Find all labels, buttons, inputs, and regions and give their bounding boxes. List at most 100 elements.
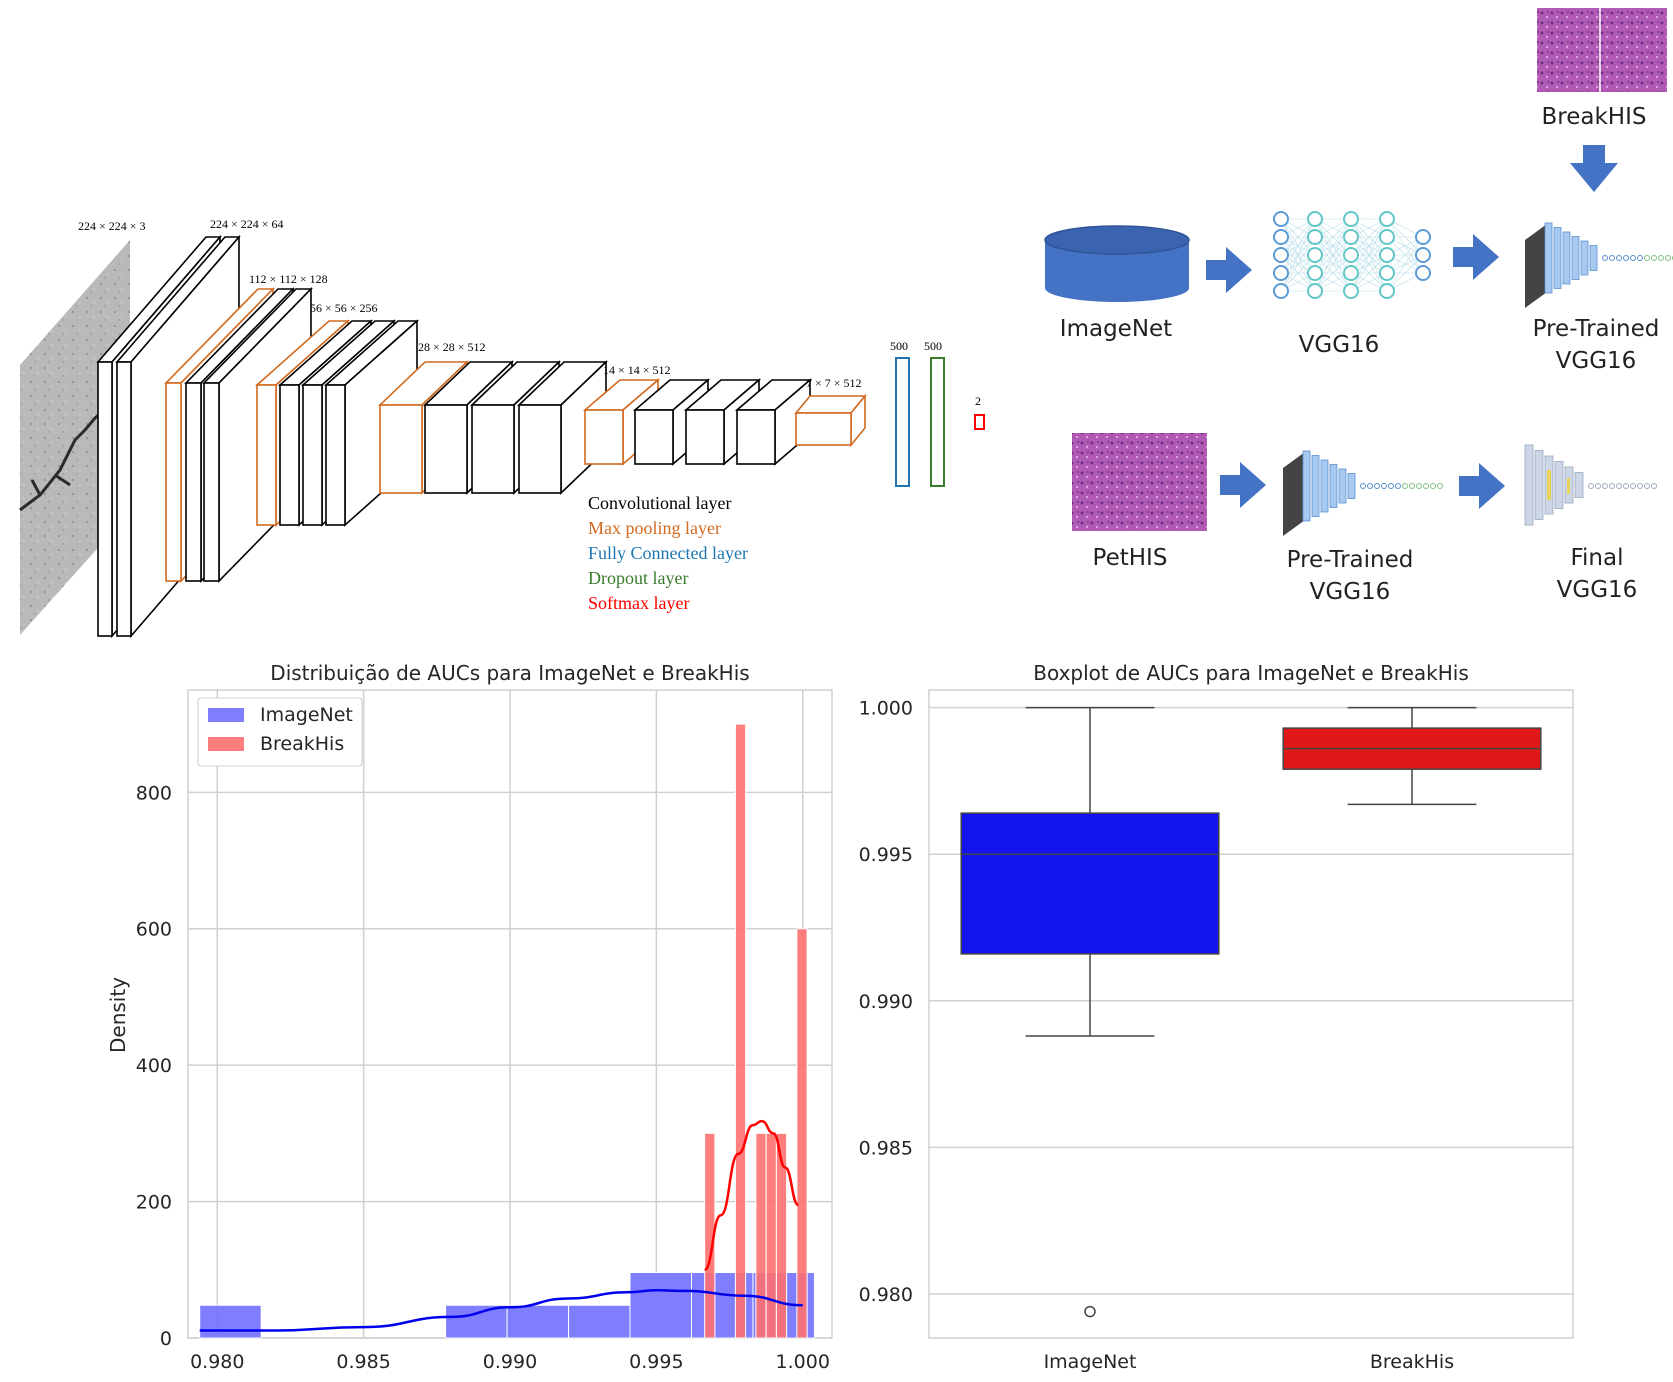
final-vgg-icon [1524,444,1657,526]
nn-node [1379,229,1395,245]
hist-ytick-label: 800 [136,782,172,804]
vgg-mini-block [1320,459,1329,513]
nn-edge [1350,254,1388,292]
layer-legend: Convolutional layer Max pooling layer Fu… [588,493,748,613]
dim-label-2: 224 × 224 × 64 [210,217,284,231]
pool-1-front [165,382,182,582]
pretrained-label-1b: VGG16 [1556,348,1637,374]
nn-edge [1314,236,1352,292]
vgg-mini-block [1553,227,1562,289]
nn-node [1343,247,1359,263]
nn-edge [1350,218,1388,292]
box-flier-imagenet [1084,1305,1096,1318]
nn-node [1379,283,1395,299]
legend-dropout: Dropout layer [588,568,688,588]
dim-label-softmax: 2 [975,394,981,408]
dim-label-1: 224 × 224 × 3 [78,219,146,233]
dim-label-6: 14 × 14 × 512 [603,363,671,377]
transfer-learning-flow: BreakHIS ImageNet VGG16 Pre-Trained VGG1… [1044,8,1673,605]
vgg-final-node [1623,483,1629,489]
vgg-mini-block [1580,240,1589,276]
box-xtick-label: BreakHis [1370,1351,1454,1373]
hist-xtick-label: 0.995 [629,1351,683,1373]
vgg-mini-node [1665,255,1671,261]
vgg-mini-node [1602,255,1608,261]
nn-node [1307,247,1323,263]
vgg-final-node [1602,483,1608,489]
nn-node [1343,211,1359,227]
hist-title: Distribuição de AUCs para ImageNet e Bre… [270,661,749,685]
softmax-layer [974,414,985,430]
nn-edge [1314,218,1352,256]
breakhis-label: BreakHIS [1542,104,1647,130]
nn-node [1273,265,1289,281]
hist-ylabel: Density [106,977,130,1053]
nn-node [1343,229,1359,245]
hist-legend: ImageNet BreakHis [197,697,363,767]
conv-5a-front [634,409,674,465]
vgg-mini-node [1644,255,1650,261]
dim-label-3: 112 × 112 × 128 [249,272,328,286]
nn-edge [1386,236,1424,292]
box-ytick-label: 0.980 [859,1284,913,1306]
nn-node [1273,283,1289,299]
hist-ytick-label: 400 [136,1055,172,1077]
conv-1a-front [97,361,113,637]
nn-node [1307,229,1323,245]
pretrained-label-2b: VGG16 [1310,579,1391,605]
vgg-mini-block [1571,236,1580,280]
vgg-mini-block [1338,468,1347,504]
conv-3b-front [302,384,323,526]
hist-bar-imagenet [568,1304,631,1339]
conv-3a-front [279,384,300,526]
nn-node [1273,247,1289,263]
hist-kde-breakhis [703,1119,800,1272]
vgg-mini-node [1637,255,1643,261]
vgg-mini-node [1616,255,1622,261]
nn-edge [1350,218,1388,274]
vgg-mini-node [1409,483,1415,489]
nn-node [1415,229,1431,245]
box-xtick-label: ImageNet [1044,1351,1137,1373]
nn-node [1307,265,1323,281]
database-icon [1044,225,1190,302]
vgg-final-node [1644,483,1650,489]
hist-xtick-label: 0.985 [336,1351,390,1373]
nn-node [1415,265,1431,281]
breakhis-image [1537,8,1667,92]
pethis-label: PetHIS [1093,545,1168,571]
box-tick-labels: 0.980 0.985 0.990 0.995 1.000 ImageNet BreakHi… [859,698,1455,1373]
vgg-final-highlight [1547,470,1551,500]
vgg-mini-node [1623,255,1629,261]
vgg-mini-input [1283,452,1305,536]
vgg-final-node [1588,483,1594,489]
conv-5c-front [736,409,776,465]
hist-bar-imagenet [445,1304,508,1339]
vgg-mini-node [1609,255,1615,261]
vgg-final-block [1574,472,1584,498]
vgg-mini-block [1329,464,1338,508]
legend-maxpool: Max pooling layer [588,518,721,538]
cnn-layers [96,234,985,639]
box-title: Boxplot de AUCs para ImageNet e BreakHis [1033,661,1469,685]
nn-edge [1314,254,1352,292]
histogram-chart: 0.980 0.985 0.990 0.995 1.000 0 200 400 600 800 D… [106,661,833,1373]
box-ytick-label: 0.985 [859,1137,913,1159]
nn-edge [1280,218,1316,256]
hist-bar-breakhis [775,1132,788,1339]
hist-xtick-label: 1.000 [776,1351,830,1373]
hist-bar-imagenet [629,1272,692,1339]
conv-3c-front [325,384,346,526]
vgg-mini-input [1525,224,1547,308]
nn-edge [1280,218,1316,274]
hist-xtick-label: 0.990 [483,1351,537,1373]
hist-kde-lines [199,1119,803,1332]
fc-layer-1 [895,357,910,487]
dim-label-4: 56 × 56 × 256 [310,301,378,315]
final-label: Final [1570,545,1623,571]
hist-gridlines [188,690,832,1339]
vgg-mini-node [1388,483,1394,489]
nn-edge [1280,218,1316,292]
nn-edge [1280,236,1316,292]
vgg-mini-node [1651,255,1657,261]
